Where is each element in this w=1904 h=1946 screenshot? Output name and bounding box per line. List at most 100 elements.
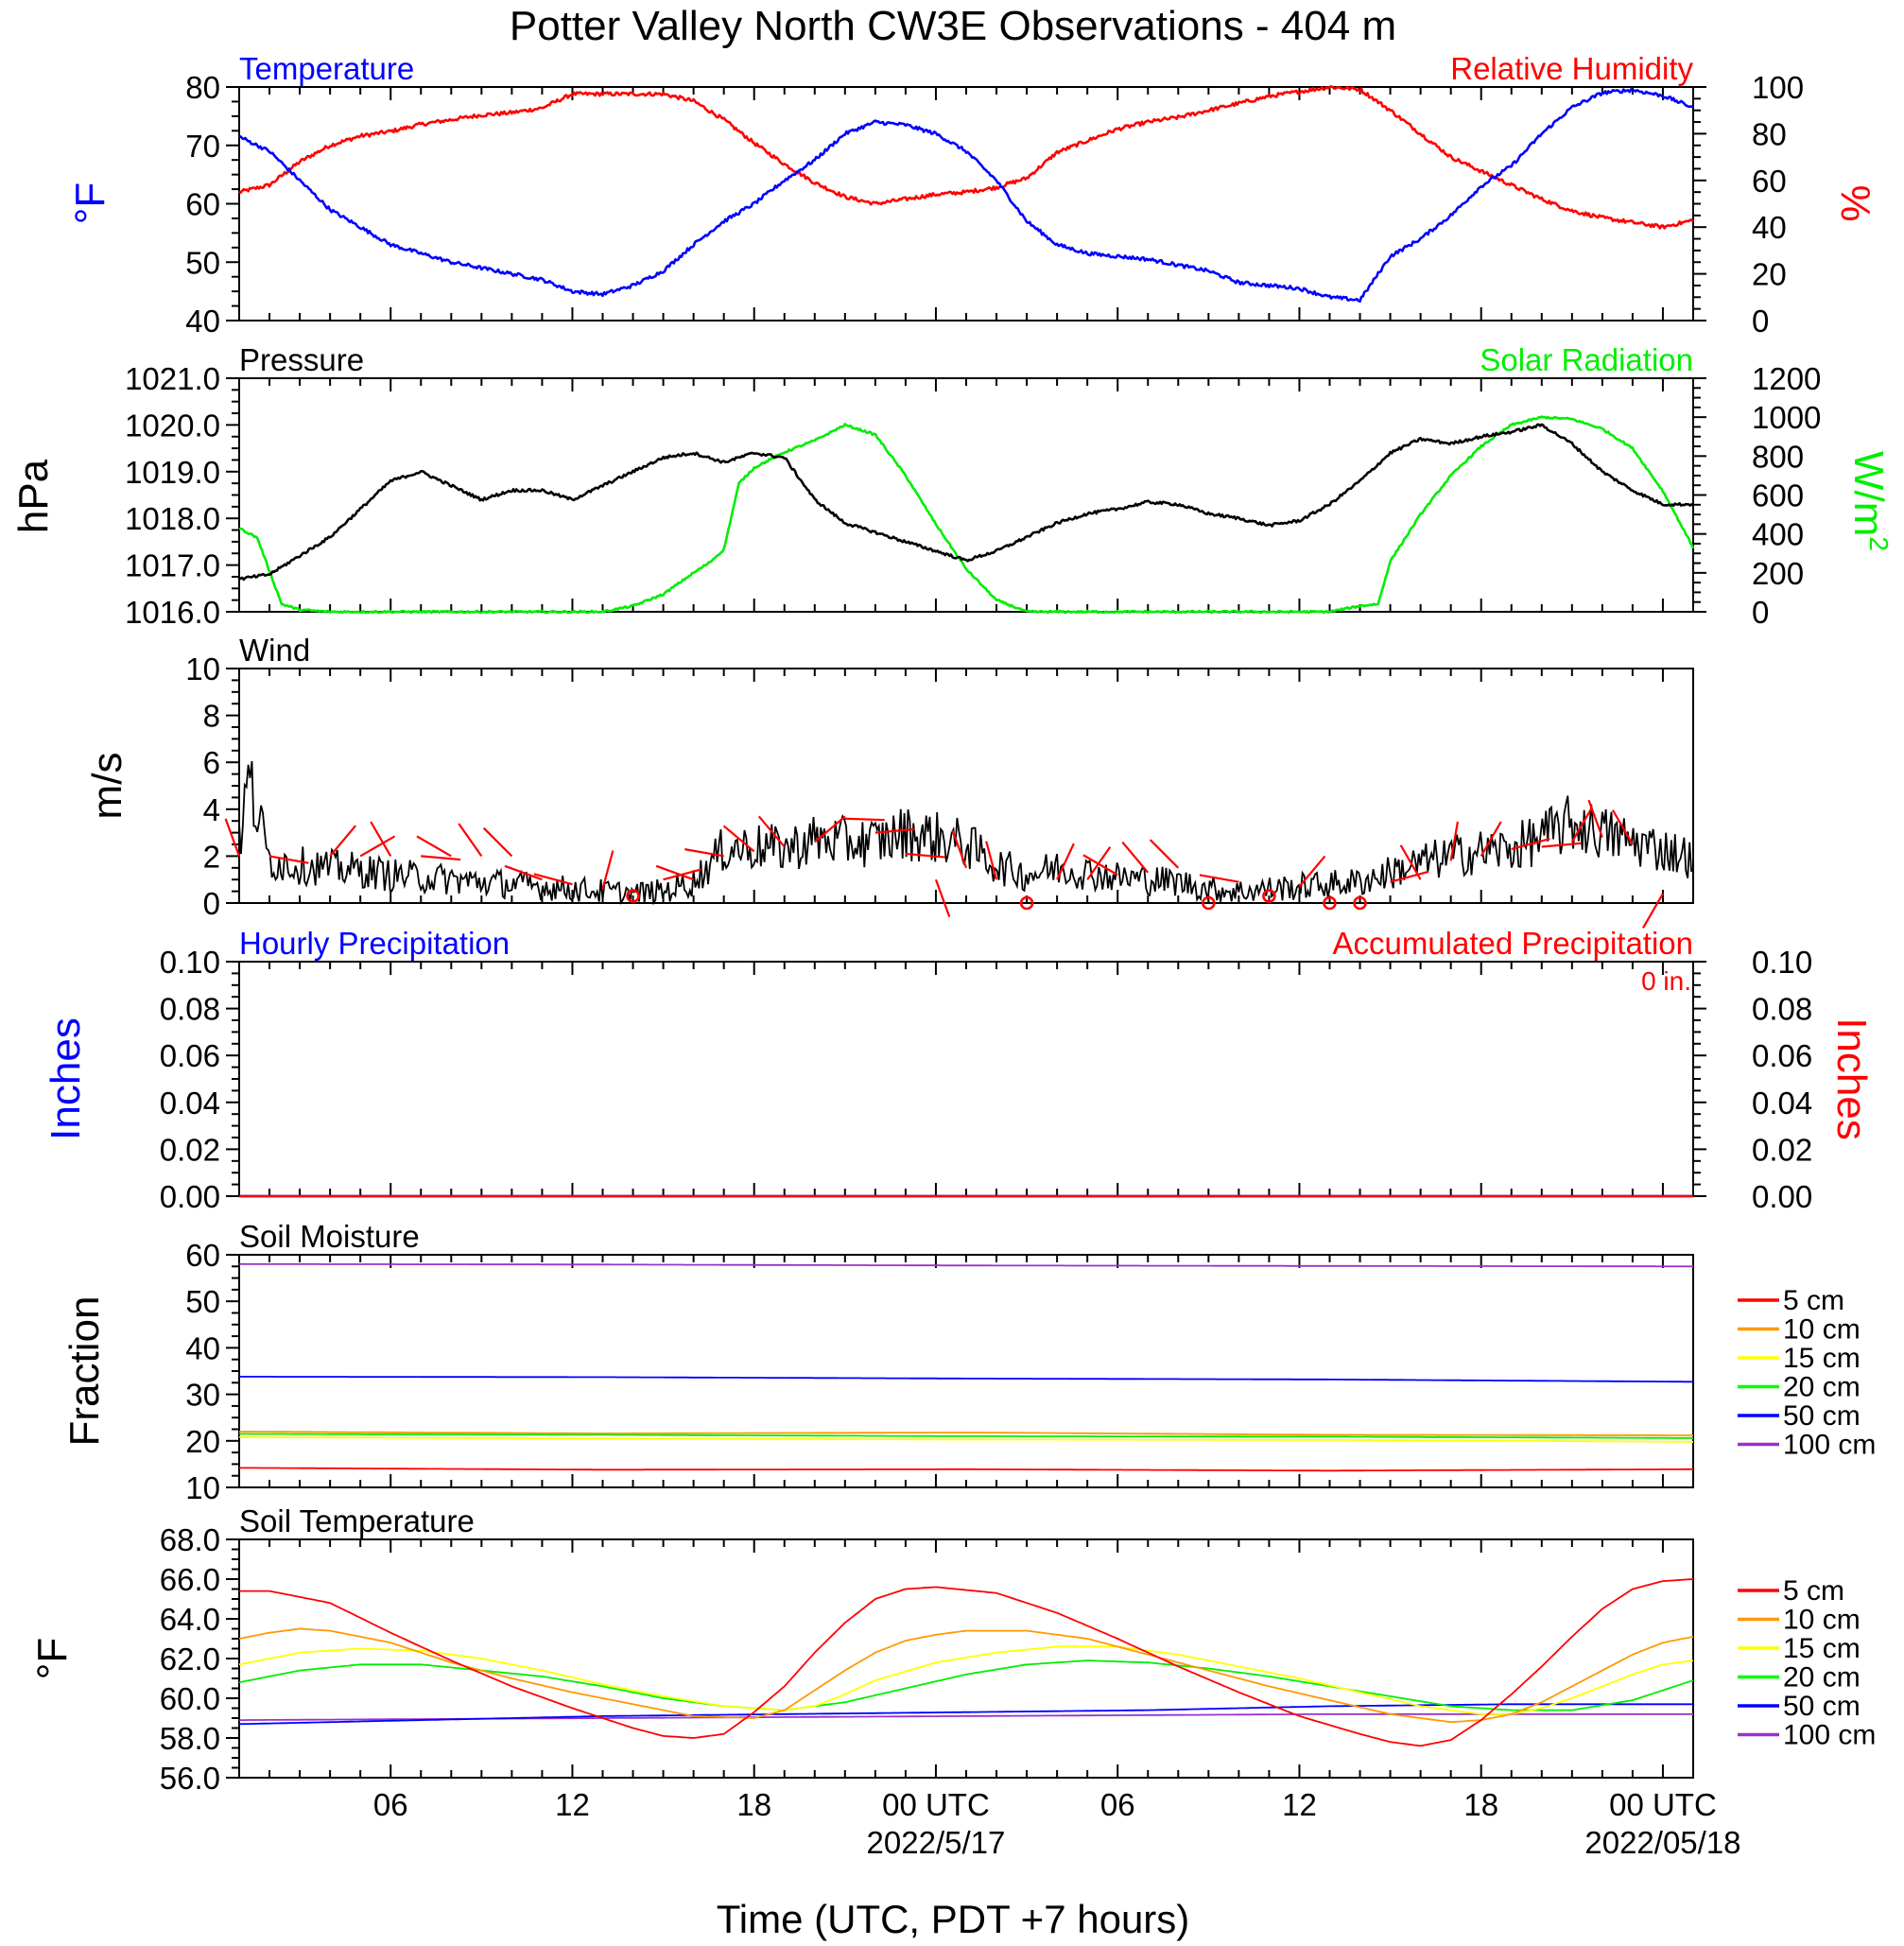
legend-label: 5 cm	[1783, 1285, 1844, 1316]
wind-barb	[533, 873, 573, 886]
panel-pressure-solar: 1016.0 1017.0 1018.0 1019.0 1020.0 1021.0 0 200…	[10, 342, 1894, 630]
xtick-label: 06	[1100, 1787, 1135, 1822]
xtick-label: 18	[736, 1787, 771, 1822]
wind-barb	[874, 827, 915, 834]
series-soil-temperature-20cm	[238, 1659, 1694, 1711]
ylabel-pressure: hPa	[10, 459, 57, 533]
ytick-label-temperature: 80	[185, 70, 220, 105]
wind-barb	[1199, 874, 1239, 883]
series-solar-radiation	[238, 415, 1695, 615]
wind-calm-marker	[1353, 895, 1367, 911]
ytick-label-right-solar: 200	[1752, 556, 1804, 591]
ytick-label-temperature: 60	[185, 187, 220, 222]
ytick-label-soil-temperature: 60.0	[160, 1681, 220, 1716]
ytick-label-wind: 0	[203, 886, 220, 921]
wind-barb	[1642, 893, 1664, 930]
ytick-label-soil-temperature: 64.0	[160, 1602, 220, 1637]
wind-barb	[1149, 839, 1180, 869]
wind-barb	[224, 818, 241, 857]
ytick-label-wind: 2	[203, 839, 220, 874]
legend-label: 10 cm	[1783, 1605, 1861, 1636]
ytick-label-soil-temperature: 66.0	[160, 1562, 220, 1597]
ytick-label-wind: 8	[203, 699, 220, 734]
ytick-label-soil-moisture: 20	[185, 1424, 220, 1459]
series-soil-moisture-50cm	[239, 1376, 1693, 1383]
plot-frame	[238, 86, 1694, 321]
ytick-label-right-accum: 0.04	[1752, 1086, 1812, 1121]
accumulated-total: 0 in.	[1641, 966, 1691, 996]
wind-barb	[1056, 843, 1075, 880]
ylabel-humidity: %	[1832, 184, 1878, 221]
legend-label: 20 cm	[1783, 1372, 1861, 1403]
chart-title: Potter Valley North CW3E Observations - …	[510, 3, 1396, 49]
legend-label: 100 cm	[1783, 1430, 1876, 1461]
xaxis-label: Time (UTC, PDT +7 hours)	[717, 1897, 1190, 1941]
series-soil-moisture-5cm	[238, 1467, 1693, 1472]
ytick-label-soil-moisture: 60	[185, 1238, 220, 1273]
wind-barb	[844, 817, 885, 822]
ytick-label-soil-moisture: 40	[185, 1330, 220, 1365]
ytick-label-soil-moisture: 30	[185, 1378, 220, 1413]
panel-title-temperature: Temperature	[239, 51, 414, 86]
ytick-label-soil-temperature: 56.0	[160, 1761, 220, 1796]
plot-frame	[238, 377, 1694, 613]
ytick-label-right-solar: 800	[1752, 439, 1804, 474]
ytick-label-pressure: 1019.0	[125, 455, 220, 490]
ytick-label-soil-temperature: 62.0	[160, 1642, 220, 1677]
ylabel-hourly-precip: Inches	[43, 1017, 89, 1140]
ytick-label-soil-moisture: 10	[185, 1470, 220, 1505]
ytick-label-soil-temperature: 68.0	[160, 1522, 220, 1557]
wind-barb	[1399, 844, 1422, 880]
series-soil-temperature-10cm	[238, 1627, 1694, 1724]
wind-barb	[1541, 842, 1582, 848]
legend-label: 10 cm	[1783, 1314, 1861, 1346]
wind-calm-marker	[1202, 895, 1216, 911]
wind-calm-marker	[1019, 895, 1034, 911]
xtick-label: 12	[555, 1787, 590, 1822]
ytick-label-soil-temperature: 58.0	[160, 1721, 220, 1756]
wind-barb	[1611, 809, 1634, 845]
ylabel-wind: m/s	[84, 753, 130, 820]
ytick-label-right-solar: 0	[1752, 595, 1769, 630]
wind-barb	[329, 825, 356, 858]
ytick-label-right-solar: 600	[1752, 478, 1804, 513]
wind-barb	[1298, 855, 1326, 888]
wind-barb	[458, 823, 483, 858]
ylabel-soil-temperature: °F	[29, 1638, 76, 1679]
panel-title-relative-humidity: Relative Humidity	[1450, 51, 1693, 86]
series-soil-moisture-100cm	[239, 1262, 1693, 1268]
legend-label: 15 cm	[1783, 1633, 1861, 1664]
ytick-label-soil-moisture: 50	[185, 1284, 220, 1319]
legend-label: 100 cm	[1783, 1720, 1876, 1751]
xtick-date-label: 2022/5/17	[867, 1825, 1006, 1860]
ytick-label-pressure: 1017.0	[125, 548, 220, 583]
wind-barb	[482, 826, 513, 858]
series-soil-moisture-15cm	[239, 1436, 1693, 1443]
wind-barb	[421, 855, 461, 861]
ytick-label-right-solar: 400	[1752, 517, 1804, 552]
ytick-label-right-humidity: 40	[1752, 210, 1787, 245]
series-soil-moisture-10cm	[239, 1431, 1693, 1436]
ytick-label-temperature: 70	[185, 129, 220, 164]
legend-label: 50 cm	[1783, 1691, 1861, 1722]
wind-barb	[1082, 854, 1118, 877]
wind-barb	[1511, 838, 1550, 851]
ytick-label-precip: 0.06	[160, 1038, 220, 1073]
ytick-label-pressure: 1018.0	[125, 501, 220, 536]
wind-barb	[905, 852, 945, 859]
ytick-label-right-accum: 0.08	[1752, 992, 1812, 1027]
series-soil-temperature-50cm	[238, 1703, 1693, 1726]
ytick-label-right-humidity: 80	[1752, 116, 1787, 151]
wind-barb	[370, 821, 392, 857]
series-pressure	[238, 423, 1694, 582]
series-relative-humidity	[238, 85, 1695, 230]
series-soil-temperature-15cm	[238, 1645, 1694, 1715]
wind-barb	[1449, 821, 1460, 861]
xtick-label: 06	[373, 1787, 408, 1822]
panel-title-solar-radiation: Solar Radiation	[1480, 342, 1693, 377]
series-temperature	[238, 88, 1694, 304]
ytick-label-right-humidity: 0	[1752, 304, 1769, 339]
panel-title-wind: Wind	[239, 633, 310, 668]
wind-barb	[814, 815, 846, 843]
wind-barb	[416, 835, 452, 858]
